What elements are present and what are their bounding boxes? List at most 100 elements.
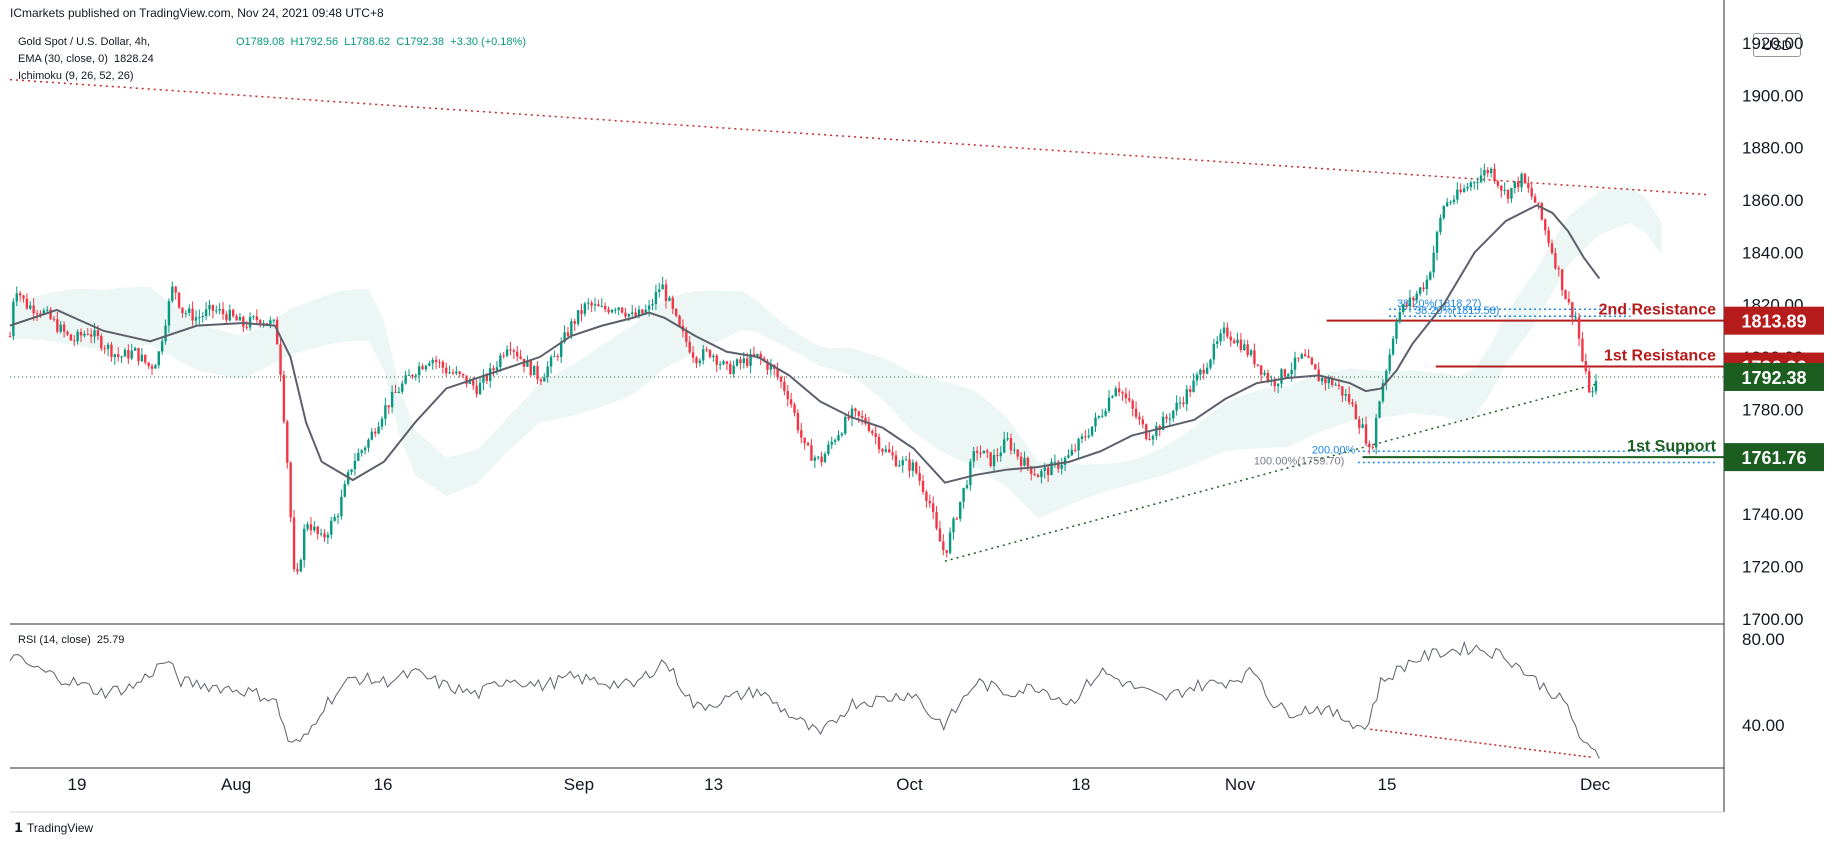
ema-line — [9, 204, 1601, 484]
price-tag-box — [1724, 306, 1824, 335]
candle-body — [553, 356, 556, 358]
candle-body — [1520, 173, 1523, 188]
rsi-label: RSI (14, close) — [18, 634, 91, 646]
candle-body — [56, 319, 59, 332]
candle-body — [901, 460, 904, 466]
candle-body — [113, 354, 117, 358]
candle-body — [752, 353, 756, 357]
candle-body — [877, 436, 881, 450]
candle-body — [12, 301, 15, 337]
candle-body — [414, 375, 417, 377]
candle-body — [1405, 304, 1408, 307]
price-tick-label: 1720.00 — [1742, 557, 1803, 576]
candle-body — [607, 309, 610, 313]
candle-body — [1500, 185, 1503, 191]
publisher-info: ICmarkets published on TradingView.com, … — [10, 6, 384, 20]
candle-body — [1547, 230, 1550, 244]
candle-body — [1019, 456, 1023, 466]
candle-body — [455, 371, 458, 374]
candle-body — [549, 356, 553, 367]
candle-body — [1388, 354, 1391, 371]
candle-body — [881, 449, 884, 452]
candle-body — [485, 375, 489, 381]
candle-body — [330, 520, 333, 535]
candle-body — [42, 310, 46, 314]
candle-body — [502, 355, 505, 357]
candle-body — [894, 455, 898, 467]
candle-body — [184, 312, 188, 314]
candle-body — [935, 512, 938, 529]
candle-body — [1101, 415, 1104, 417]
candle-body — [343, 483, 346, 497]
candle-body — [259, 320, 262, 324]
candle-body — [593, 304, 597, 306]
candle-body — [360, 450, 363, 453]
footer: 𝟭 TradingView — [14, 820, 93, 836]
candle-body — [1361, 424, 1364, 428]
candle-body — [603, 306, 607, 310]
candle-body — [32, 305, 35, 314]
candle-body — [445, 367, 448, 374]
candle-body — [1107, 397, 1111, 412]
open-value: O1789.08 — [236, 36, 285, 48]
candle-body — [140, 354, 144, 362]
candle-body — [49, 309, 52, 319]
candle-body — [309, 524, 313, 531]
candle-body — [431, 359, 434, 364]
candle-body — [438, 362, 441, 364]
candle-body — [725, 361, 729, 364]
fib-label: 200.00% — [1312, 444, 1356, 456]
candle-body — [1013, 449, 1016, 451]
candle-body — [370, 431, 374, 440]
time-tick-label: 18 — [1071, 775, 1090, 794]
candle-body — [904, 459, 908, 461]
candle-body — [1165, 416, 1168, 419]
ohlc-values: O1789.08 H1792.56 L1788.62 C1792.38 +3.3… — [236, 34, 526, 51]
candle-body — [52, 318, 56, 320]
candle-body — [1185, 389, 1188, 405]
candle-body — [1033, 473, 1036, 475]
candle-body — [340, 496, 343, 517]
candle-body — [1530, 188, 1533, 197]
candle-body — [1124, 393, 1128, 399]
candle-body — [864, 417, 867, 424]
axes: 1700.001720.001740.001760.001780.001800.… — [10, 0, 1803, 813]
candle-body — [336, 516, 340, 518]
candle-body — [576, 310, 580, 324]
candle-body — [962, 487, 965, 502]
candle-body — [1266, 372, 1270, 381]
candle-body — [735, 359, 739, 366]
candle-body — [847, 416, 850, 419]
candle-body — [1489, 168, 1493, 174]
candle-body — [505, 349, 509, 356]
candle-body — [1516, 181, 1520, 188]
candle-body — [610, 309, 614, 313]
candle-body — [854, 408, 857, 412]
candle-body — [1337, 384, 1341, 387]
fib-label: 38.20%(1818.27) — [1397, 298, 1481, 310]
candle-body — [969, 461, 972, 486]
candle-body — [1151, 436, 1155, 440]
candle-body — [1114, 388, 1117, 397]
candle-body — [59, 324, 62, 332]
currency-button[interactable]: USD — [1753, 33, 1801, 57]
level-label: 1st Resistance — [1604, 348, 1716, 365]
candle-body — [1314, 364, 1317, 370]
candle-body — [1067, 455, 1070, 458]
candle-body — [1442, 206, 1445, 219]
time-tick-label: 13 — [704, 775, 723, 794]
candle-body — [390, 391, 394, 408]
candle-body — [1070, 449, 1074, 456]
candle-body — [1554, 253, 1557, 269]
candle-body — [235, 316, 238, 321]
fib-label: 100.00%(1759.70) — [1254, 456, 1345, 468]
price-tick-label: 1780.00 — [1742, 400, 1803, 419]
candle-body — [637, 309, 641, 317]
candle-body — [867, 423, 871, 431]
candle-body — [793, 404, 796, 413]
candle-body — [1040, 470, 1043, 478]
candle-body — [712, 355, 715, 358]
candle-body — [228, 309, 232, 321]
candle-body — [191, 308, 194, 321]
